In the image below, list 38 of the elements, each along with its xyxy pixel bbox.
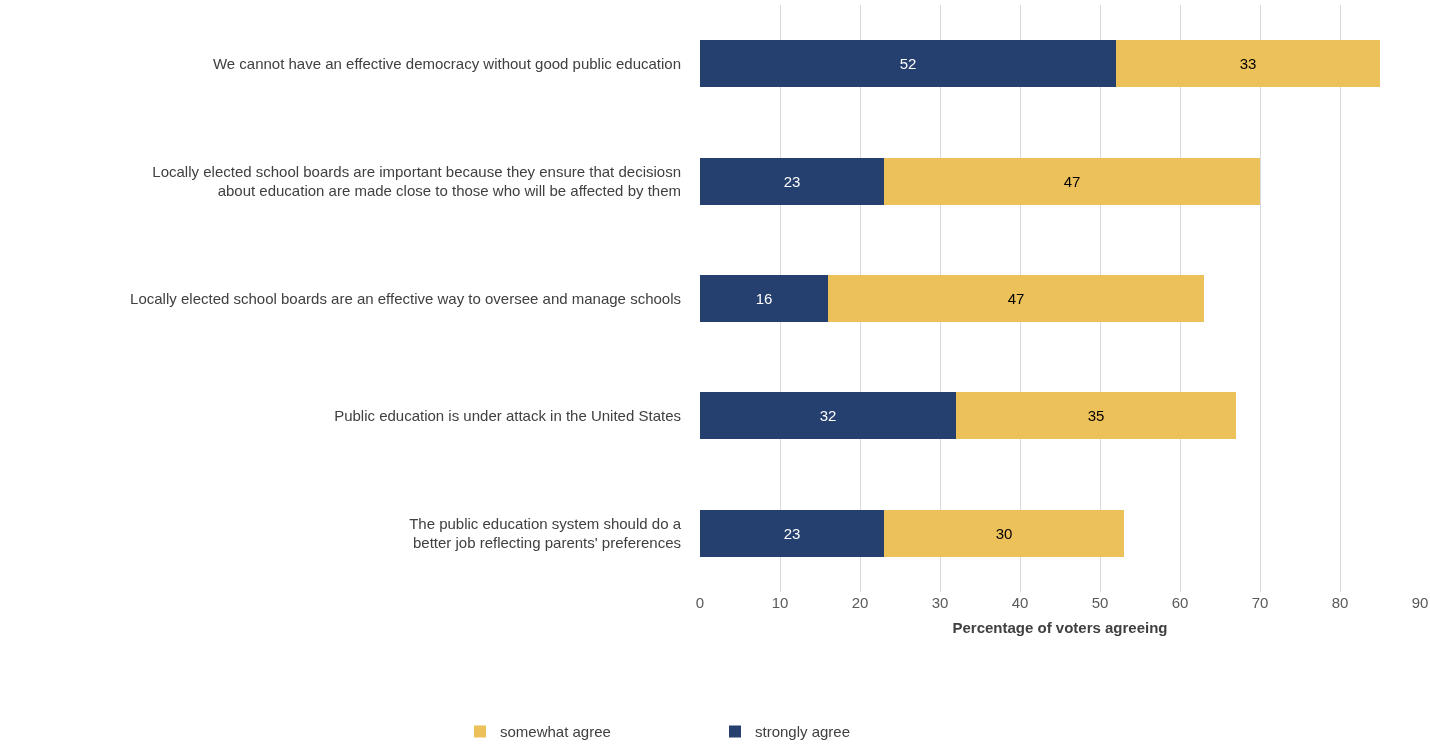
bar: [956, 392, 1236, 440]
x-tick-label: 10: [771, 594, 789, 611]
x-tick-label: 20: [851, 594, 869, 611]
data-label: 52: [899, 55, 917, 73]
x-tick-label: 40: [1011, 594, 1029, 611]
bar: [828, 275, 1204, 322]
data-label: 30: [995, 524, 1013, 542]
data-label: 16: [755, 290, 773, 307]
data-label: 47: [1063, 172, 1081, 190]
bar: [884, 157, 1260, 205]
data-label: 33: [1239, 55, 1257, 73]
y-tick-label: The public education system should do a better job reflecting parents' preferences: [409, 514, 682, 552]
x-axis-title: Percentage of voters agreeing: [952, 619, 1168, 636]
bar: [700, 392, 956, 440]
bar: [1116, 40, 1380, 88]
legend-label: somewhat agree: [500, 723, 611, 741]
y-tick-label: Public education is under attack in the United States: [334, 407, 681, 425]
data-label: 23: [783, 172, 801, 190]
bar: [700, 40, 1116, 88]
x-tick-label: 30: [931, 594, 949, 611]
data-label: 47: [1007, 290, 1025, 307]
x-tick-label: 80: [1331, 594, 1349, 611]
bar: [700, 275, 828, 322]
data-label: 35: [1087, 407, 1105, 425]
bar: [700, 509, 884, 557]
x-tick-label: 70: [1251, 594, 1269, 611]
x-tick-label: 50: [1091, 594, 1109, 611]
y-tick-label: We cannot have an effective democracy without good public education: [212, 54, 681, 72]
y-tick-label: Locally elected school boards are important because they ensure that decisiosn about education are made close to those who will be affected by them: [152, 162, 681, 200]
legend-label: strongly agree: [755, 723, 851, 741]
x-tick-label: 0: [695, 594, 705, 611]
y-tick-label: Locally elected school boards are an effective way to oversee and manage schools: [130, 289, 681, 307]
bar: [884, 509, 1124, 557]
bar: [700, 157, 884, 205]
x-tick-label: 60: [1171, 594, 1189, 611]
data-label: 32: [819, 407, 837, 425]
x-tick-label: 90: [1411, 594, 1429, 611]
data-label: 23: [783, 524, 801, 542]
